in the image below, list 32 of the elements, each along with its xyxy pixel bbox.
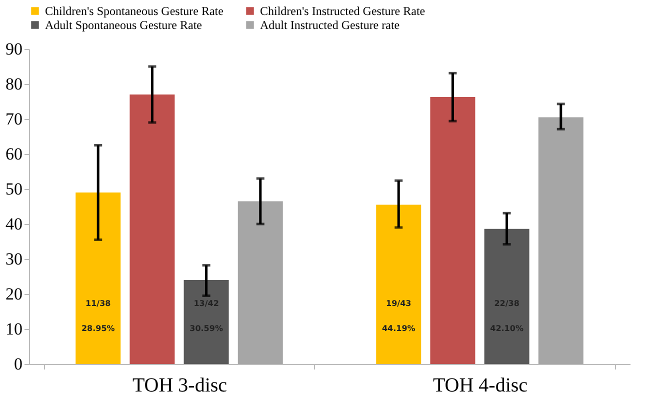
legend-label: Children's Instructed Gesture Rate — [260, 4, 426, 18]
bar — [430, 96, 476, 364]
annotation: 44.19% — [382, 324, 416, 333]
annotation: 30.59% — [190, 324, 223, 333]
x-tick-label: TOH 4-disc — [432, 374, 528, 396]
annotation: 22/38 — [494, 299, 520, 308]
bar — [238, 201, 283, 364]
bar — [184, 280, 229, 364]
annotation: 19/43 — [386, 299, 412, 308]
y-tick-label: 30 — [6, 250, 22, 268]
annotation: 42.10% — [490, 324, 524, 333]
annotation: 13/42 — [194, 299, 219, 308]
x-tick-label: TOH 3-disc — [132, 374, 228, 396]
bar — [376, 204, 422, 364]
y-tick-label: 60 — [6, 144, 22, 164]
annotation: 11/38 — [86, 299, 112, 308]
y-tick-label: 90 — [6, 40, 22, 58]
legend-label: Adult Instructed Gesture rate — [260, 18, 400, 32]
y-tick-label: 70 — [6, 110, 22, 128]
y-tick-label: 50 — [6, 180, 22, 198]
bar — [484, 228, 530, 364]
y-tick-label: 20 — [6, 284, 22, 304]
legend-label: Children's Spontaneous Gesture Rate — [45, 4, 224, 18]
bar — [538, 117, 584, 364]
bar — [76, 192, 121, 364]
annotation: 28.95% — [81, 324, 115, 333]
y-tick-label: 10 — [6, 320, 22, 338]
y-tick-label: 40 — [6, 214, 22, 234]
legend-label: Adult Spontaneous Gesture Rate — [45, 18, 202, 32]
y-tick-label: 80 — [6, 74, 22, 94]
bar — [130, 94, 175, 364]
y-tick-label: 0 — [14, 354, 22, 374]
